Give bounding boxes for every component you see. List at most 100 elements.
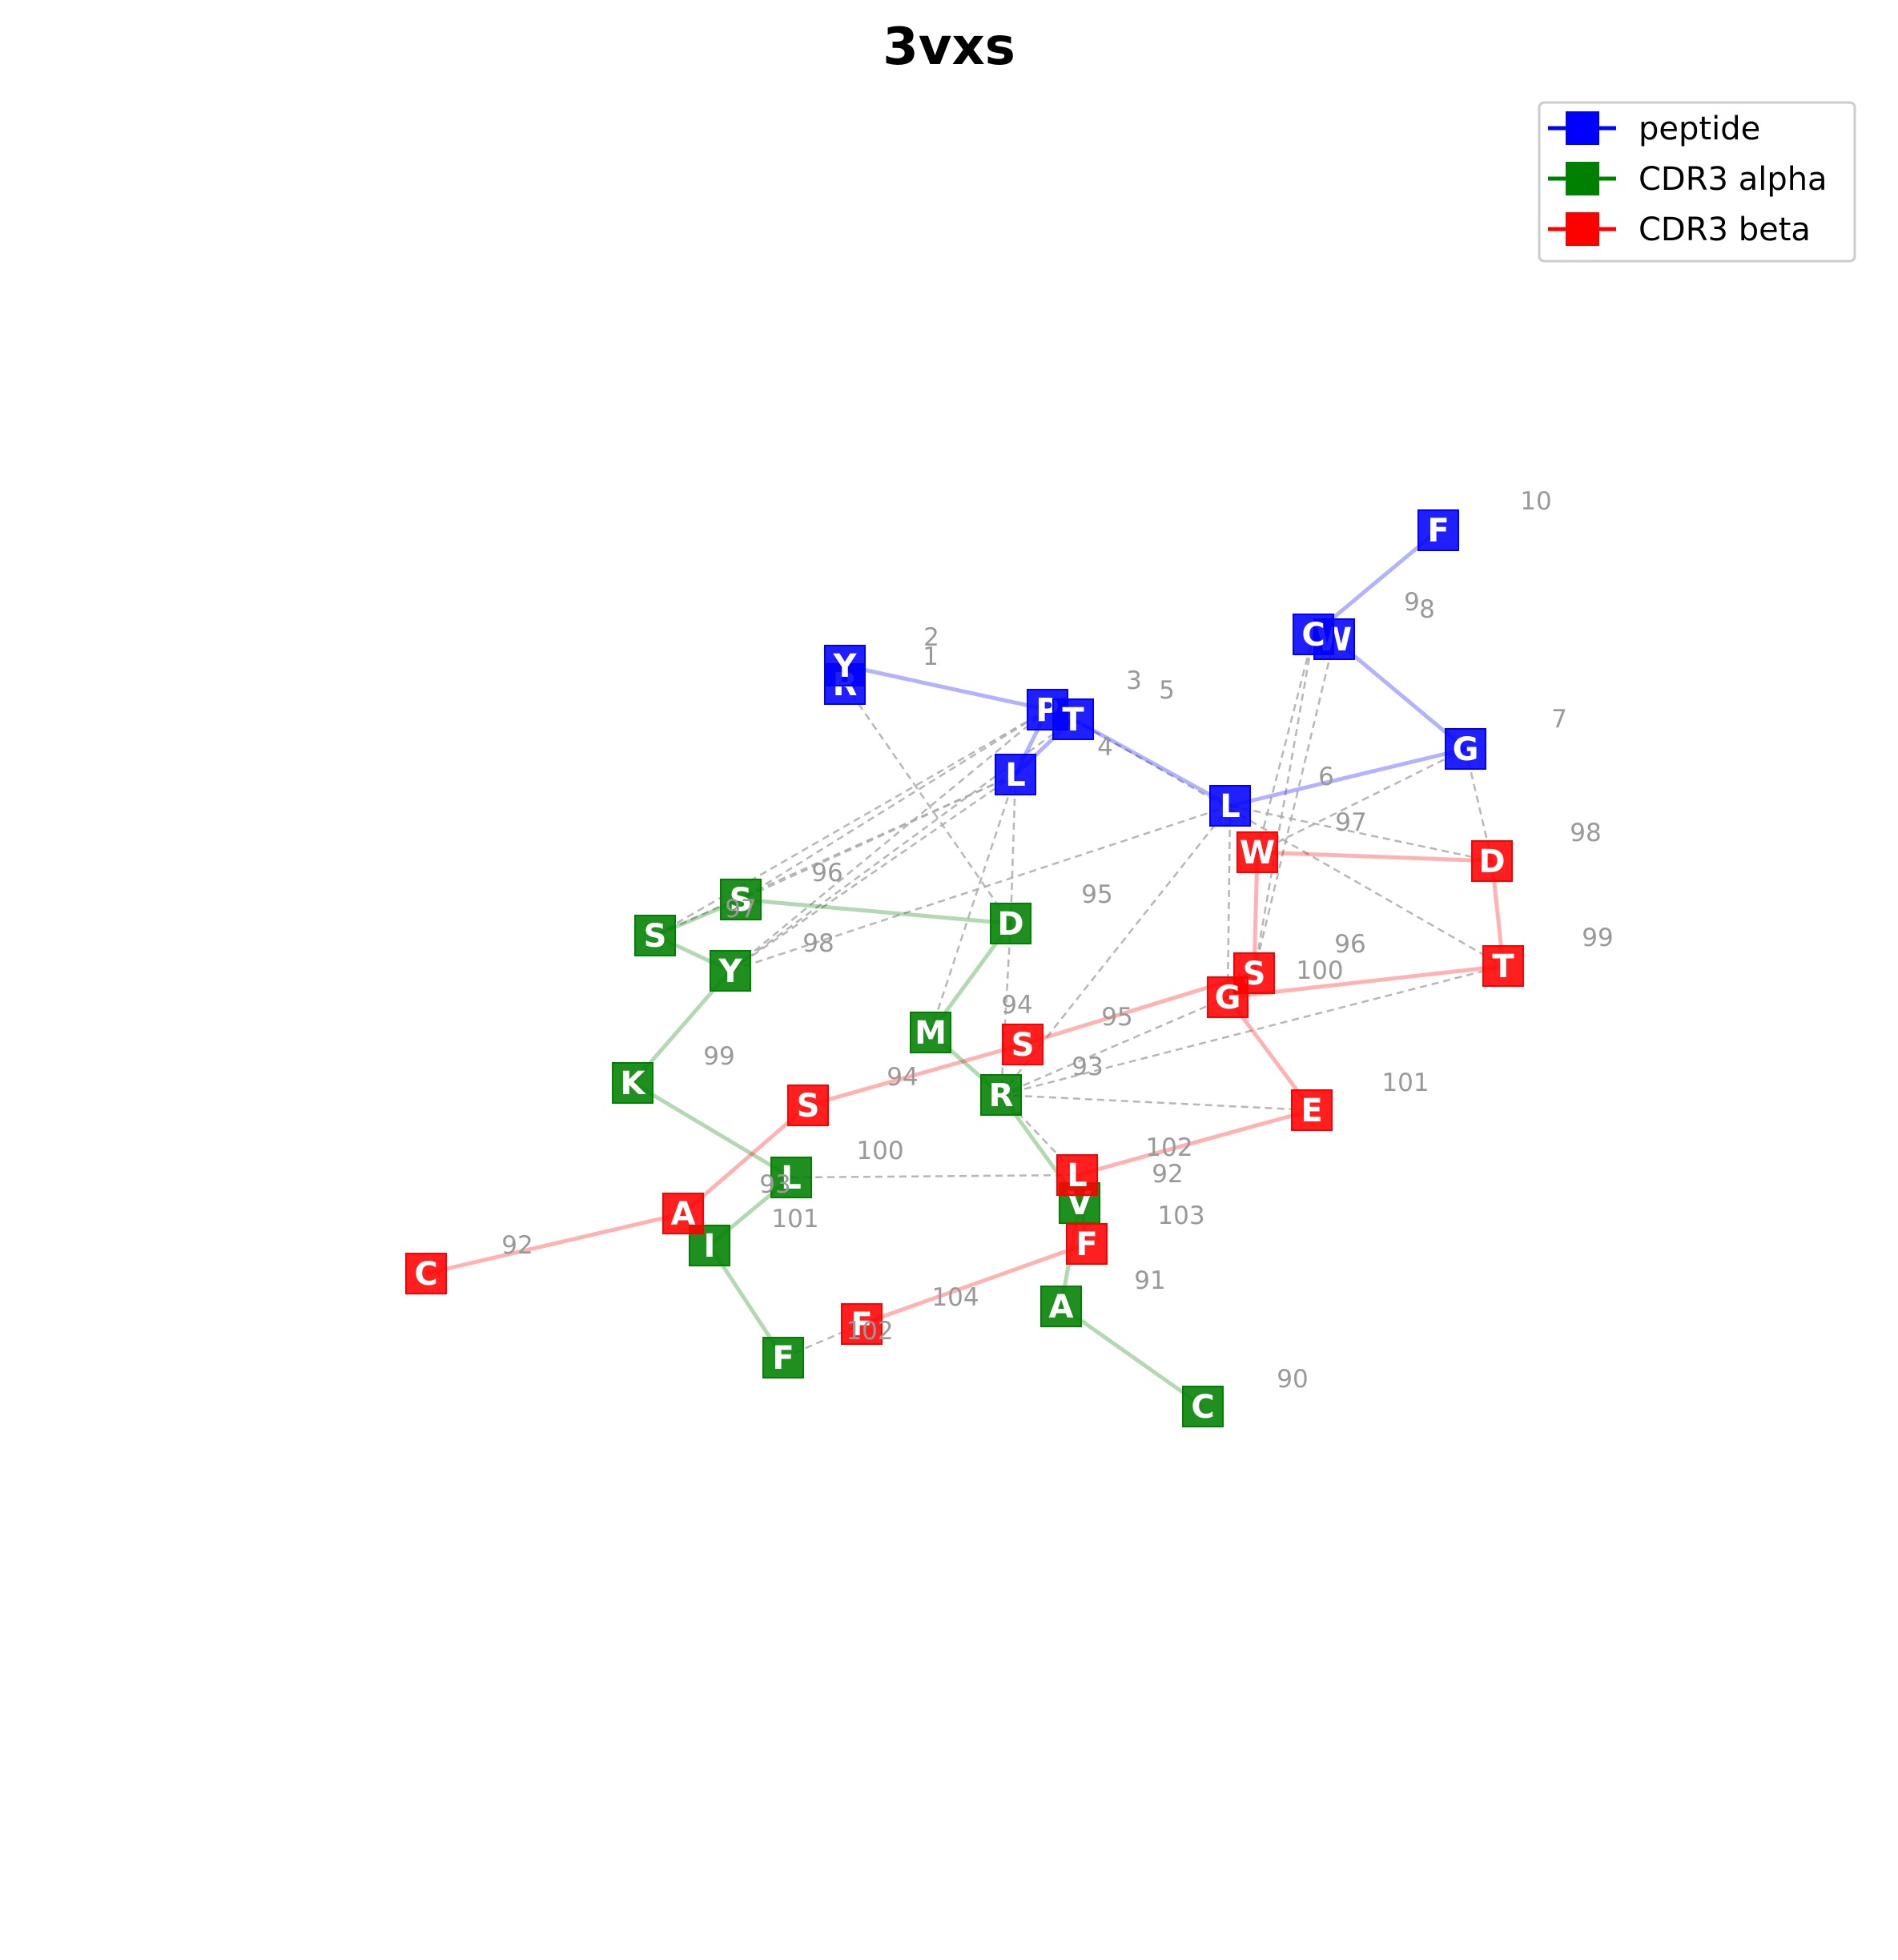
residue-letter: L	[1067, 1157, 1088, 1194]
residue-marker	[824, 645, 866, 686]
residue-letter: Y	[718, 953, 743, 990]
residue-letter: R	[989, 1077, 1014, 1114]
residue-peptide-10: F	[1417, 509, 1459, 551]
legend-frame	[1538, 101, 1856, 263]
contact-line-a95-a93	[999, 923, 1012, 1096]
residue-cdr3_beta-93: A	[662, 1193, 704, 1234]
residue-cdr3_beta-101: E	[1291, 1089, 1333, 1131]
residue-number: 92	[1152, 1160, 1183, 1189]
residue-marker	[995, 754, 1036, 795]
residue-number: 93	[1072, 1052, 1103, 1081]
backbone-peptide-2	[844, 663, 1048, 712]
nodes-layer: RYPLTLGWCFCAVRMDSSYKLIFCASSSWDTGELFF	[405, 509, 1524, 1427]
residue-marker	[1182, 1386, 1224, 1427]
residue-number: 103	[1157, 1201, 1204, 1230]
contact-line-a93-b100	[1000, 996, 1228, 1097]
residue-number: 96	[1334, 930, 1365, 959]
residue-marker	[634, 915, 676, 956]
backbone-peptide-5	[1072, 717, 1232, 808]
residue-number: 96	[811, 859, 842, 887]
residue-number: 100	[856, 1137, 903, 1165]
residue-marker	[1207, 976, 1249, 1018]
residue-marker	[1052, 698, 1094, 740]
residue-number: 95	[1081, 880, 1112, 909]
residue-marker	[1471, 840, 1513, 882]
residue-number: 10	[1520, 487, 1551, 516]
backbone-cdr3_beta-94	[807, 1042, 1023, 1108]
residue-cdr3_beta-96: S	[1233, 952, 1275, 994]
contact-line-p4-a96	[740, 773, 1016, 901]
residue-number: 101	[1381, 1069, 1429, 1097]
residue-marker	[1237, 831, 1278, 873]
residue-marker	[1417, 509, 1459, 551]
backbone-cdr3_alpha-99	[631, 1081, 793, 1180]
residue-letter: A	[671, 1196, 696, 1233]
residue-number: 94	[887, 1063, 918, 1092]
residue-cdr3_beta-97: W	[1237, 831, 1278, 873]
residue-letter: E	[1301, 1093, 1322, 1129]
residue-cdr3_beta-104: F	[841, 1303, 883, 1345]
residue-marker	[770, 1157, 812, 1198]
residue-number: 93	[759, 1170, 790, 1199]
residue-marker	[762, 1337, 804, 1378]
residue-marker	[1040, 1286, 1082, 1327]
legend-label: CDR3 alpha	[1639, 161, 1828, 198]
residue-number: 9	[1404, 588, 1420, 617]
residue-marker	[1445, 728, 1486, 770]
contact-line-p8-b96	[1253, 638, 1336, 974]
residue-letter: T	[1062, 702, 1084, 739]
backbone-cdr3_beta-92	[425, 1211, 684, 1276]
contact-line-a100-b102	[790, 1173, 1078, 1179]
contact-line-p1-a95	[843, 683, 1012, 924]
legend-marker	[1566, 212, 1599, 246]
residue-letter: S	[797, 1088, 820, 1125]
backbone-cdr3_beta-103	[861, 1242, 1088, 1326]
residue-peptide-5: T	[1052, 698, 1094, 740]
residue-cdr3_beta-98: D	[1471, 840, 1513, 882]
residue-cdr3_beta-102: L	[1056, 1154, 1098, 1196]
contact-line-p4-a94	[929, 774, 1017, 1033]
residue-peptide-2: Y	[824, 645, 866, 686]
residue-marker	[720, 879, 762, 920]
residue-letter: F	[850, 1306, 872, 1343]
residue-letter: M	[915, 1015, 947, 1052]
residue-marker	[1482, 945, 1524, 987]
residue-letter: S	[1011, 1027, 1035, 1064]
legend-entry-cdr3_beta: CDR3 beta	[1548, 211, 1811, 248]
residue-marker	[1293, 614, 1334, 655]
residue-marker	[980, 1074, 1022, 1116]
residue-number: 98	[1570, 819, 1601, 847]
contact-line-p4-a97	[654, 773, 1016, 937]
residue-peptide-7: G	[1445, 728, 1486, 770]
residue-cdr3_beta-95: S	[1002, 1024, 1043, 1065]
residue-number: 102	[846, 1317, 893, 1346]
residue-number: 97	[725, 895, 756, 924]
residue-number: 5	[1159, 676, 1175, 705]
residue-cdr3_alpha-100: L	[770, 1157, 812, 1198]
residue-letter: L	[1220, 788, 1241, 825]
chart-title: 3vxs	[883, 18, 1015, 77]
residue-number: 99	[703, 1042, 734, 1071]
residue-number: 91	[1134, 1266, 1165, 1295]
contact-line-p3-a96	[740, 708, 1048, 901]
residue-number: 104	[931, 1283, 979, 1312]
residue-cdr3_beta-92: C	[405, 1253, 447, 1294]
residue-cdr3_alpha-95: D	[990, 903, 1031, 944]
residue-letter: C	[414, 1256, 437, 1293]
residue-marker	[787, 1085, 829, 1126]
residue-marker	[910, 1012, 951, 1053]
backbone-cdr3_alpha-95	[740, 897, 1011, 926]
residue-number: 101	[771, 1205, 818, 1234]
residue-letter: G	[1215, 980, 1241, 1016]
residue-cdr3_alpha-98: Y	[710, 950, 751, 992]
residue-number: 98	[802, 929, 834, 958]
legend-marker	[1566, 111, 1599, 145]
contact-line-p6-a98	[730, 804, 1231, 972]
residue-letter: K	[621, 1065, 647, 1102]
contact-line-p6-b100	[1226, 805, 1232, 998]
contact-line-a93-b101	[1000, 1093, 1313, 1112]
contacts-layer	[654, 634, 1504, 1359]
residue-number: 3	[1126, 666, 1142, 695]
residue-letter: F	[1076, 1226, 1097, 1263]
